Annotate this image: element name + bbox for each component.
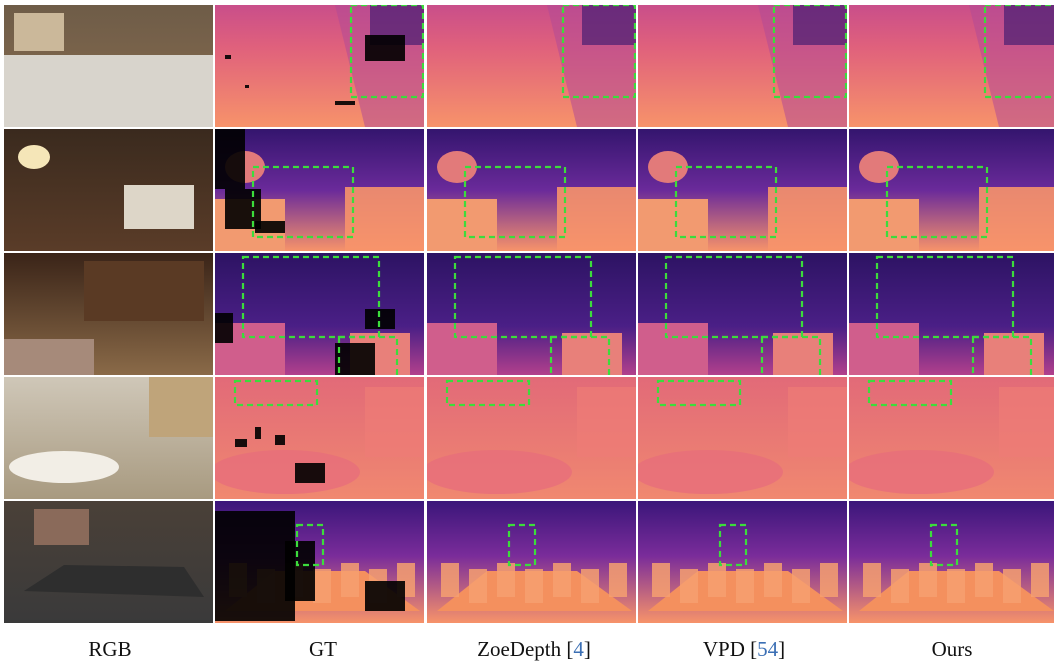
gt-study-room-image (215, 253, 424, 375)
zoedepth-dining-room-image (427, 501, 636, 623)
caption-zoedepth-label: ZoeDepth (477, 637, 562, 661)
rgb-bedroom-image (4, 129, 213, 251)
highlight-box (971, 335, 1033, 375)
caption-rgb: RGB (88, 637, 131, 662)
highlight-box (983, 5, 1054, 99)
ours-bedroom-image (849, 129, 1054, 251)
highlight-box (760, 335, 822, 375)
highlight-box (772, 5, 847, 99)
highlight-box (549, 335, 611, 375)
highlight-box (875, 255, 1015, 339)
citation-vpd[interactable]: 54 (757, 637, 779, 661)
highlight-box (656, 379, 742, 407)
highlight-box (507, 523, 537, 567)
highlight-box (337, 335, 399, 375)
gt-bedroom-image (215, 129, 424, 251)
highlight-box (463, 165, 567, 239)
caption-ours-label: Ours (931, 637, 973, 661)
gt-kitchen-counter-image (215, 5, 424, 127)
highlight-box (929, 523, 959, 567)
vpd-dining-room-image (638, 501, 847, 623)
highlight-box (295, 523, 325, 567)
highlight-box (445, 379, 531, 407)
ours-bathroom-image (849, 377, 1054, 499)
highlight-box (251, 165, 355, 239)
rgb-kitchen-counter-image (4, 5, 213, 127)
vpd-study-room-image (638, 253, 847, 375)
zoedepth-study-room-image (427, 253, 636, 375)
caption-ours: Ours (932, 637, 973, 662)
highlight-box (241, 255, 381, 339)
highlight-box (233, 379, 319, 407)
highlight-box (453, 255, 593, 339)
caption-vpd-label: VPD (702, 637, 745, 661)
gt-bathroom-image (215, 377, 424, 499)
caption-zoedepth: ZoeDepth [4] (477, 637, 591, 661)
caption-gt: GT (309, 637, 337, 662)
citation-zoedepth[interactable]: 4 (573, 637, 584, 661)
gt-dining-room-image (215, 501, 424, 623)
highlight-box (867, 379, 953, 407)
zoedepth-bathroom-image (427, 377, 636, 499)
vpd-bathroom-image (638, 377, 847, 499)
ours-kitchen-counter-image (849, 5, 1054, 127)
highlight-box (561, 5, 636, 99)
zoedepth-kitchen-counter-image (427, 5, 636, 127)
ours-study-room-image (849, 253, 1054, 375)
zoedepth-bedroom-image (427, 129, 636, 251)
highlight-box (718, 523, 748, 567)
highlight-box (674, 165, 778, 239)
caption-gt-label: GT (309, 637, 337, 661)
ours-dining-room-image (849, 501, 1054, 623)
rgb-dining-room-image (4, 501, 213, 623)
highlight-box (349, 5, 424, 99)
qualitative-comparison-grid (4, 5, 1054, 625)
vpd-bedroom-image (638, 129, 847, 251)
highlight-box (664, 255, 804, 339)
rgb-bathroom-image (4, 377, 213, 499)
caption-rgb-label: RGB (88, 637, 132, 661)
rgb-study-room-image (4, 253, 213, 375)
highlight-box (885, 165, 989, 239)
vpd-kitchen-counter-image (638, 5, 847, 127)
caption-vpd: VPD [54] (702, 637, 786, 661)
